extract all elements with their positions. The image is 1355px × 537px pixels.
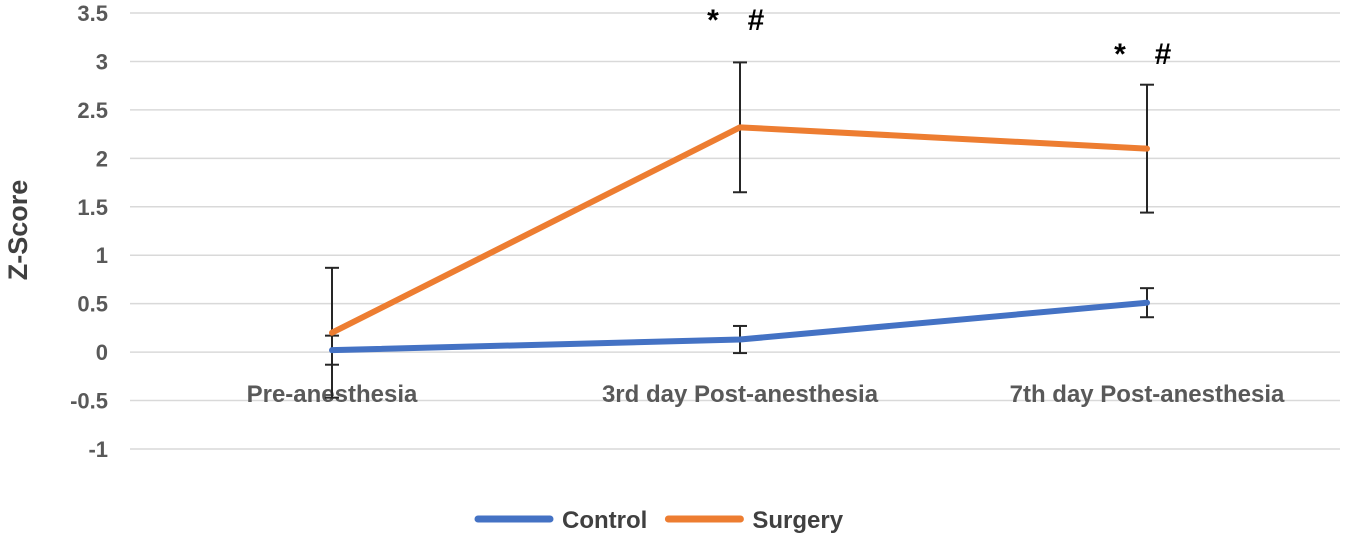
legend: Control Surgery (474, 507, 844, 534)
series-lines (329, 124, 1150, 354)
significance-marker: # (1155, 38, 1172, 71)
y-tick-label: 0 (96, 340, 108, 365)
y-tick-label: 0.5 (77, 292, 108, 317)
y-tick-label: -0.5 (70, 389, 108, 414)
significance-marker: * (707, 4, 719, 37)
x-category-label: 7th day Post-anesthesia (1010, 381, 1285, 408)
y-tick-label: -1 (88, 437, 108, 462)
x-category-label: 3rd day Post-anesthesia (602, 381, 879, 408)
series-line-surgery (329, 124, 1150, 336)
y-tick-label: 1 (96, 243, 108, 268)
legend-label: Control (562, 507, 647, 534)
significance-annotations: * # * # (707, 4, 1172, 71)
y-tick-label: 2.5 (77, 98, 108, 123)
y-tick-label: 2 (96, 146, 108, 171)
y-tick-label: 1.5 (77, 195, 108, 220)
series-line-control (329, 299, 1150, 354)
y-axis-ticks: 3.5 3 2.5 2 1.5 1 0.5 0 -0.5 -1 (70, 1, 108, 462)
y-tick-label: 3 (96, 49, 108, 74)
y-axis-label: Z-Score (3, 180, 33, 281)
legend-label: Surgery (752, 507, 843, 534)
significance-marker: * (1114, 38, 1126, 71)
y-tick-label: 3.5 (77, 1, 108, 26)
x-axis-categories: Pre-anesthesia 3rd day Post-anesthesia 7th… (247, 381, 1285, 408)
significance-marker: # (748, 4, 765, 37)
